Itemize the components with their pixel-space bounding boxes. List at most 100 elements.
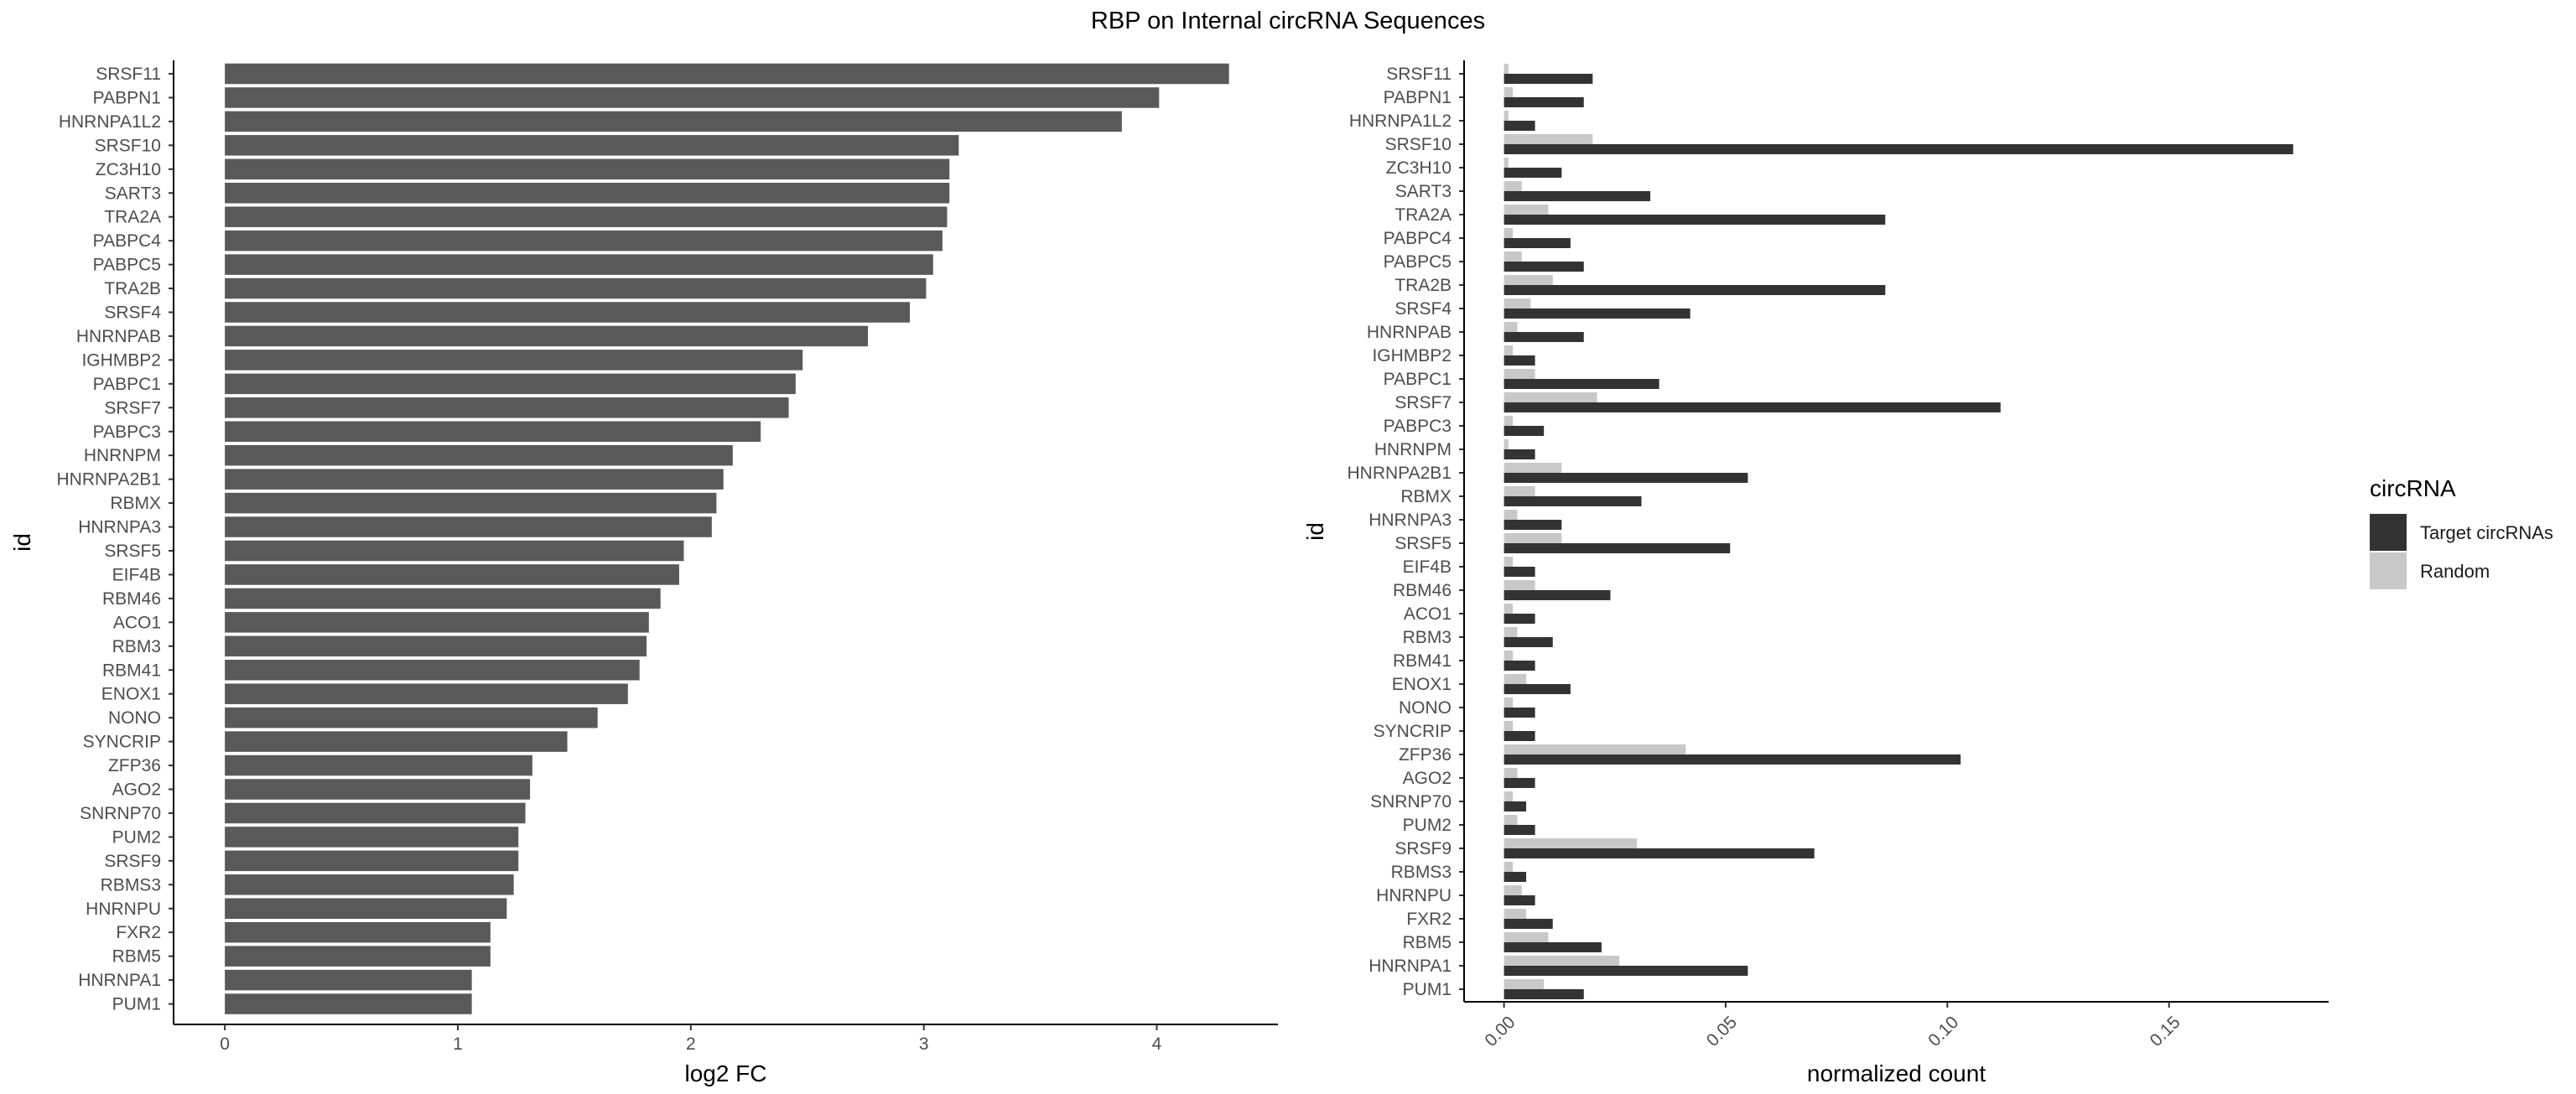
y-tick-label: PABPC3 <box>1384 417 1452 436</box>
y-tick-label: SRSF11 <box>96 65 161 84</box>
bar <box>225 135 959 156</box>
bar-target <box>1504 144 2293 154</box>
legend-label-target: Target circRNAs <box>2420 522 2553 543</box>
y-tick-label: SYNCRIP <box>1374 722 1452 741</box>
y-tick-label: NONO <box>1399 698 1452 718</box>
bar <box>225 588 661 609</box>
bar-target <box>1504 285 1886 295</box>
y-tick-label: IGHMBP2 <box>1372 346 1452 366</box>
bar-target <box>1504 567 1535 577</box>
bar <box>225 683 628 704</box>
y-tick-label: AGO2 <box>112 780 161 800</box>
bar-random <box>1504 345 1514 355</box>
y-tick-label: ZC3H10 <box>96 160 161 179</box>
bar-random <box>1504 909 1527 919</box>
y-tick-label: HNRNPA1L2 <box>1349 111 1452 131</box>
bar <box>225 230 943 251</box>
y-tick-label: SRSF5 <box>1394 534 1452 553</box>
y-tick-label: SART3 <box>105 184 161 203</box>
bar <box>225 158 950 180</box>
x-tick-label: 0.10 <box>1924 1013 1962 1050</box>
bar-random <box>1504 486 1535 496</box>
bar <box>225 707 598 728</box>
legend-label-random: Random <box>2420 561 2490 582</box>
y-tick-label: FXR2 <box>116 923 161 942</box>
bar-target <box>1504 191 1651 201</box>
bar-target <box>1504 379 1659 389</box>
y-tick-label: SRSF4 <box>104 303 161 323</box>
y-tick-label: RBM41 <box>1393 651 1452 671</box>
bar <box>225 492 717 514</box>
bar-random <box>1504 87 1514 97</box>
y-tick-label: PABPC4 <box>93 231 162 251</box>
y-tick-label: SRSF10 <box>1385 135 1452 154</box>
y-tick-label: HNRNPA1L2 <box>59 112 161 132</box>
y-tick-label: HNRNPM <box>1374 440 1452 459</box>
x-tick-label: 3 <box>919 1034 929 1054</box>
y-tick-label: HNRNPA1 <box>78 971 161 990</box>
bar-random <box>1504 64 1509 74</box>
bar-random <box>1504 533 1562 543</box>
x-tick-label: 0.00 <box>1481 1013 1519 1050</box>
bar <box>225 802 526 824</box>
bar-target <box>1504 215 1886 225</box>
bar-random <box>1504 932 1549 942</box>
bar-target <box>1504 402 2001 412</box>
y-tick-label: RBMS3 <box>1391 863 1452 882</box>
x-tick-label: 1 <box>453 1034 463 1054</box>
bar-target <box>1504 74 1593 84</box>
bar-target <box>1504 708 1535 718</box>
bar-random <box>1504 463 1562 473</box>
bar <box>225 421 761 442</box>
bar-target <box>1504 332 1584 342</box>
y-tick-label: PUM2 <box>112 827 161 847</box>
x-tick-label: 0.05 <box>1703 1013 1741 1050</box>
bar <box>225 731 568 752</box>
bar-random <box>1504 416 1514 426</box>
bar-random <box>1504 838 1638 848</box>
y-tick-label: SRSF11 <box>1386 65 1452 84</box>
bar-random <box>1504 791 1514 801</box>
bar-random <box>1504 158 1509 168</box>
y-tick-label: PABPC1 <box>93 375 161 394</box>
bar <box>225 350 803 371</box>
bar-random <box>1504 979 1545 989</box>
bar <box>225 660 640 681</box>
bar <box>225 325 868 347</box>
y-tick-label: PABPC5 <box>93 256 161 275</box>
bar-target <box>1504 778 1535 788</box>
y-tick-label: HNRNPA3 <box>1368 511 1452 530</box>
y-tick-label: PABPN1 <box>1384 88 1452 107</box>
y-tick-label: SRSF9 <box>1394 839 1452 858</box>
bar-random <box>1504 298 1531 308</box>
bar-target <box>1504 731 1535 741</box>
y-tick-label: SRSF7 <box>1394 393 1452 412</box>
bar <box>225 87 1160 108</box>
y-tick-label: HNRNPAB <box>76 327 161 346</box>
bar-random <box>1504 205 1549 215</box>
y-tick-label: SYNCRIP <box>83 733 161 752</box>
legend: circRNA Target circRNAs Random <box>2370 475 2553 589</box>
bar <box>225 254 933 275</box>
y-tick-label: ZC3H10 <box>1386 158 1452 178</box>
y-tick-label: SNRNP70 <box>80 804 161 823</box>
y-tick-label: TRA2B <box>1394 276 1452 295</box>
y-tick-label: RBM3 <box>112 637 161 656</box>
bar <box>225 183 950 204</box>
bar <box>225 373 796 395</box>
bar <box>225 850 519 872</box>
bar-random <box>1504 369 1535 379</box>
bar-random <box>1504 604 1514 614</box>
y-tick-label: ZFP36 <box>1399 745 1452 765</box>
bar-target <box>1504 262 1584 272</box>
bar <box>225 635 647 657</box>
y-tick-label: RBM3 <box>1403 628 1452 647</box>
bar-target <box>1504 919 1553 929</box>
y-tick-label: PABPC5 <box>1384 252 1452 272</box>
bar <box>225 779 531 800</box>
bar-target <box>1504 825 1535 835</box>
bar <box>225 946 491 967</box>
bar-random <box>1504 697 1514 708</box>
bar-random <box>1504 885 1522 895</box>
y-tick-label: RBMX <box>1400 487 1452 506</box>
